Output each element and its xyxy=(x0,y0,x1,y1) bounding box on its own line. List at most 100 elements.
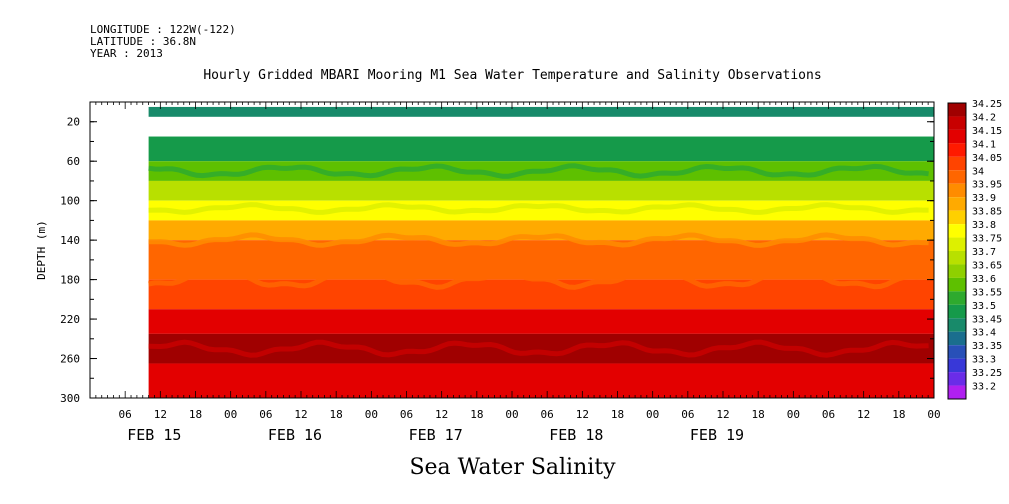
colorbar-swatch xyxy=(948,170,966,184)
colorbar: 34.25 34.2 34.15 34.1 34.05 34 33.95 33.9 33.85 3… xyxy=(947,99,1002,400)
y-tick-label: 20 xyxy=(67,116,80,129)
longitude-label: LONGITUDE : 122W(-122) xyxy=(90,23,236,36)
band-contour xyxy=(148,163,929,179)
x-tick-label: 00 xyxy=(787,408,800,421)
plot-area xyxy=(148,106,935,398)
variable-label: Sea Water Salinity xyxy=(409,455,616,480)
x-day-label: FEB 15 xyxy=(127,426,181,444)
x-tick-label: 00 xyxy=(365,408,378,421)
x-tick-label: 18 xyxy=(892,408,905,421)
colorbar-label: 34 xyxy=(972,166,984,177)
colorbar-label: 33.9 xyxy=(972,193,996,204)
colorbar-swatch xyxy=(948,358,966,373)
colorbar-label: 33.35 xyxy=(972,341,1002,352)
x-day-label: FEB 16 xyxy=(268,426,322,444)
colorbar-label: 33.75 xyxy=(972,234,1002,245)
colorbar-label: 33.4 xyxy=(972,328,996,339)
x-tick-label: 12 xyxy=(154,408,167,421)
colorbar-swatch xyxy=(948,331,966,346)
colorbar-swatch xyxy=(948,224,966,238)
colorbar-label: 33.8 xyxy=(972,220,996,231)
colorbar-swatch xyxy=(948,237,966,251)
latitude-label: LATITUDE : 36.8N xyxy=(90,35,196,48)
x-tick-label: 00 xyxy=(646,408,659,421)
colorbar-swatch xyxy=(948,210,966,225)
colorbar-swatch xyxy=(948,345,966,359)
colorbar-label: 34.1 xyxy=(972,139,996,150)
colorbar-label: 34.2 xyxy=(972,112,996,123)
salinity-band xyxy=(148,106,935,117)
colorbar-swatch xyxy=(948,197,966,211)
colorbar-label: 33.55 xyxy=(972,287,1002,298)
y-axis-title: DEPTH (m) xyxy=(35,220,48,280)
colorbar-swatch xyxy=(948,183,966,198)
y-tick-label: 140 xyxy=(60,234,80,247)
colorbar-label: 33.45 xyxy=(972,314,1002,325)
x-tick-label: 00 xyxy=(927,408,940,421)
salinity-band xyxy=(148,333,935,364)
colorbar-label: 33.95 xyxy=(972,180,1002,191)
x-tick-label: 18 xyxy=(752,408,765,421)
x-tick-label: 18 xyxy=(470,408,483,421)
x-day-label: FEB 19 xyxy=(690,426,744,444)
x-tick-label: 12 xyxy=(576,408,589,421)
colorbar-swatch xyxy=(948,277,966,292)
x-tick-label: 00 xyxy=(224,408,237,421)
colorbar-swatch xyxy=(948,304,966,319)
x-tick-label: 06 xyxy=(822,408,835,421)
y-tick-label: 100 xyxy=(60,195,80,208)
band-contour xyxy=(148,232,929,248)
x-tick-label: 06 xyxy=(259,408,272,421)
colorbar-swatch xyxy=(948,116,966,130)
colorbar-label: 33.25 xyxy=(972,368,1002,379)
salinity-band xyxy=(148,180,935,201)
salinity-band xyxy=(148,200,935,221)
colorbar-swatch xyxy=(948,143,966,157)
axes: 20 60 100 140 180 220 260 300 DEPTH (m) 06 12 18 00 0… xyxy=(35,101,941,444)
colorbar-label: 34.15 xyxy=(972,126,1002,137)
colorbar-label: 34.25 xyxy=(972,99,1002,110)
colorbar-swatch xyxy=(948,264,966,278)
chart-title: Hourly Gridded MBARI Mooring M1 Sea Wate… xyxy=(203,68,822,83)
colorbar-swatch xyxy=(948,156,966,171)
colorbar-frame xyxy=(947,102,967,400)
x-tick-label: 06 xyxy=(681,408,694,421)
colorbar-label: 34.05 xyxy=(972,153,1002,164)
x-tick-label: 12 xyxy=(716,408,729,421)
salinity-band xyxy=(148,309,935,334)
colorbar-swatch xyxy=(948,291,966,305)
x-tick-label: 18 xyxy=(330,408,343,421)
y-tick-label: 220 xyxy=(60,313,80,326)
band-texture xyxy=(148,163,930,358)
x-tick-label: 18 xyxy=(189,408,202,421)
x-tick-label: 12 xyxy=(294,408,307,421)
colorbar-label: 33.65 xyxy=(972,260,1002,271)
x-tick-label: 18 xyxy=(611,408,624,421)
colorbar-label: 33.6 xyxy=(972,274,996,285)
chart-title-container: Hourly Gridded MBARI Mooring M1 Sea Wate… xyxy=(0,68,1009,83)
colorbar-label: 33.3 xyxy=(972,355,996,366)
x-tick-label: 06 xyxy=(400,408,413,421)
colorbar-label: 33.5 xyxy=(972,301,996,312)
colorbar-swatch xyxy=(948,103,966,117)
colorbar-swatch xyxy=(948,129,966,144)
x-tick-label: 12 xyxy=(857,408,870,421)
y-tick-label: 180 xyxy=(60,274,80,287)
band-contour xyxy=(148,339,929,358)
salinity-band xyxy=(148,136,935,162)
colorbar-swatch xyxy=(948,385,966,399)
colorbar-label: 33.7 xyxy=(972,247,996,258)
x-day-label: FEB 17 xyxy=(409,426,463,444)
y-tick-label: 60 xyxy=(67,155,80,168)
metadata-block: LONGITUDE : 122W(-122) LATITUDE : 36.8N … xyxy=(90,24,236,60)
colorbar-swatch xyxy=(948,318,966,332)
salinity-band xyxy=(148,220,935,241)
band-contour xyxy=(148,202,929,215)
x-tick-label: 06 xyxy=(119,408,132,421)
colorbar-swatch xyxy=(948,251,966,265)
colorbar-label: 33.85 xyxy=(972,207,1002,218)
band-contour xyxy=(148,269,930,290)
x-tick-label: 06 xyxy=(541,408,554,421)
year-label: YEAR : 2013 xyxy=(90,47,163,60)
